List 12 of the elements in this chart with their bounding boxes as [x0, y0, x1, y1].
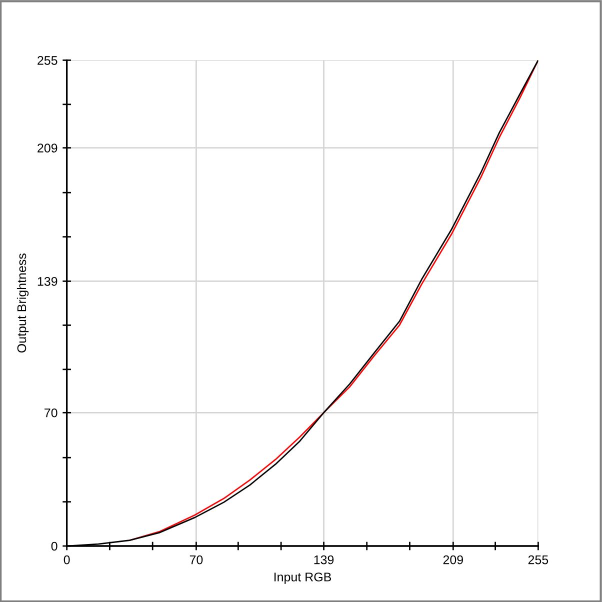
x-tick-label: 209 [443, 555, 463, 564]
y-axis-title: Output Brightness [16, 254, 29, 353]
y-tick-label: 255 [38, 56, 58, 65]
x-tick-label: 0 [64, 555, 70, 564]
x-axis-title: Input RGB [274, 572, 332, 584]
x-tick-label: 139 [314, 555, 334, 564]
x-tick-label: 70 [190, 555, 203, 564]
y-tick-label: 209 [38, 144, 58, 152]
x-tick-label: 255 [528, 555, 548, 564]
y-tick-label: 70 [44, 408, 58, 418]
y-tick-label: 0 [51, 542, 58, 551]
y-tick-label: 139 [38, 277, 58, 286]
